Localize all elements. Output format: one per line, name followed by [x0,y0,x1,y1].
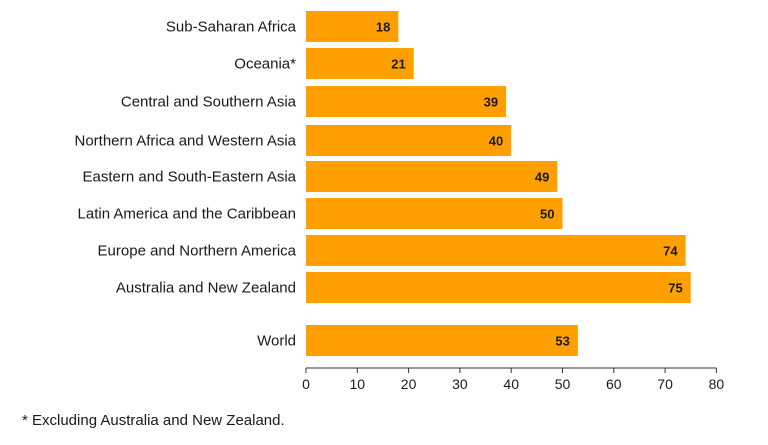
value-label-northern-africa-and-western-asia: 40 [489,134,503,149]
x-tick-label: 10 [350,376,366,392]
value-label-sub-saharan-africa: 18 [376,20,390,35]
value-label-europe-and-northern-america: 74 [663,244,678,259]
category-label-europe-and-northern-america: Europe and Northern America [98,243,297,260]
x-tick-label: 80 [709,376,725,392]
category-label-oceania: Oceania* [234,56,296,73]
x-tick-label: 40 [503,376,519,392]
value-label-world: 53 [555,334,569,349]
x-tick-label: 70 [657,376,673,392]
x-tick-label: 50 [555,376,571,392]
value-label-latin-america-and-the-caribbean: 50 [540,207,554,222]
footnote: * Excluding Australia and New Zealand. [22,412,285,429]
category-label-latin-america-and-the-caribbean: Latin America and the Caribbean [78,206,296,223]
category-label-northern-africa-and-western-asia: Northern Africa and Western Asia [75,133,297,150]
bar-central-and-southern-asia [306,86,507,117]
category-label-eastern-and-south-eastern-asia: Eastern and South-Eastern Asia [83,169,297,186]
category-label-australia-and-new-zealand: Australia and New Zealand [116,280,296,297]
category-label-world: World [257,333,296,350]
x-tick-label: 20 [401,376,417,392]
category-label-central-and-southern-asia: Central and Southern Asia [121,94,297,111]
bar-world [306,325,578,356]
value-label-australia-and-new-zealand: 75 [668,281,682,296]
bar-oceania [306,48,414,79]
bar-europe-and-northern-america [306,235,686,266]
x-axis: 0 10 20 30 40 50 60 70 80 [302,367,725,392]
value-label-eastern-and-south-eastern-asia: 49 [535,170,549,185]
x-tick-label: 60 [606,376,622,392]
bar-northern-africa-and-western-asia [306,125,512,156]
bar-chart: Sub-Saharan Africa 18 Oceania* 21 Central an… [75,11,725,392]
x-tick-label: 0 [302,376,310,392]
bar-latin-america-and-the-caribbean [306,198,563,229]
value-label-central-and-southern-asia: 39 [484,95,498,110]
bar-sub-saharan-africa [306,11,399,42]
bar-eastern-and-south-eastern-asia [306,161,558,192]
bar-australia-and-new-zealand [306,272,691,303]
value-label-oceania: 21 [391,57,405,72]
bars-group: Sub-Saharan Africa 18 Oceania* 21 Central an… [75,11,691,356]
category-label-sub-saharan-africa: Sub-Saharan Africa [166,19,297,36]
x-tick-label: 30 [452,376,468,392]
